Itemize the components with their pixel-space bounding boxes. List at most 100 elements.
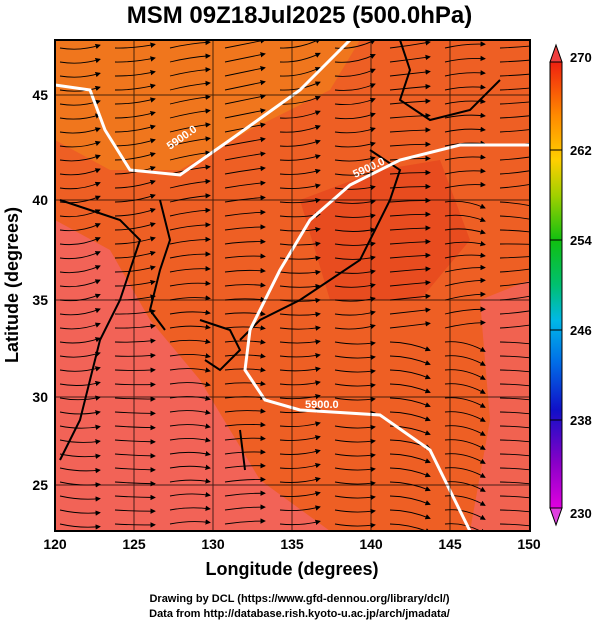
streamline <box>444 341 486 352</box>
coastline-sakhalin <box>398 40 501 122</box>
streamline <box>334 54 376 63</box>
streamline <box>169 381 211 387</box>
streamline <box>114 279 156 287</box>
streamline <box>444 453 486 464</box>
streamline <box>114 338 156 344</box>
streamline <box>334 156 376 162</box>
streamline <box>389 169 431 176</box>
streamline <box>389 83 431 91</box>
colorbar-upper-arrow <box>549 43 563 63</box>
streamline <box>169 437 211 443</box>
streamline <box>59 467 101 474</box>
streamline <box>389 495 431 506</box>
streamline <box>279 462 321 469</box>
streamline <box>499 101 530 105</box>
y-tick-label: 30 <box>32 389 48 405</box>
cooler-region <box>55 40 360 170</box>
streamline <box>389 127 431 133</box>
streamline <box>389 266 431 273</box>
streamline <box>334 97 376 106</box>
streamline <box>279 110 321 119</box>
streamline <box>114 207 156 217</box>
streamline <box>224 325 266 331</box>
streamline <box>169 53 211 63</box>
streamline <box>499 215 530 220</box>
streamline <box>169 324 211 330</box>
streamline <box>334 466 376 473</box>
streamline <box>169 193 211 203</box>
streamline <box>444 241 486 247</box>
streamline <box>114 110 156 119</box>
streamline <box>279 449 321 455</box>
x-axis-title: Longitude (degrees) <box>205 559 378 579</box>
streamline <box>499 397 530 401</box>
streamline <box>499 481 530 485</box>
streamline <box>59 195 101 204</box>
streamline <box>279 393 321 400</box>
x-tick-label: 140 <box>359 536 383 552</box>
x-tick-label: 130 <box>201 536 225 552</box>
streamline <box>169 519 211 525</box>
streamline <box>444 425 486 436</box>
streamline <box>279 311 321 318</box>
streamline <box>499 411 530 415</box>
streamline <box>334 340 376 347</box>
streamline <box>499 45 530 49</box>
footer-credit-data: Data from http://database.rish.kyoto-u.a… <box>149 608 450 620</box>
streamline <box>279 491 321 497</box>
streamline <box>389 54 431 63</box>
streamline <box>279 226 321 233</box>
streamline <box>389 252 431 259</box>
streamline <box>114 124 156 133</box>
streamline <box>444 70 486 77</box>
streamline <box>59 223 101 232</box>
streamline <box>444 98 486 105</box>
streamline <box>279 241 321 247</box>
streamline <box>59 439 101 445</box>
y-axis-title: Latitude (degrees) <box>2 207 22 363</box>
colorbar-tick-label: 230 <box>570 506 592 521</box>
streamline <box>114 453 156 459</box>
x-axis: 120 125 130 135 140 145 150 Longitude (d… <box>43 536 541 579</box>
streamlines <box>59 40 530 531</box>
streamline <box>169 353 211 359</box>
streamline <box>169 280 211 287</box>
streamline <box>224 65 266 77</box>
map-frame <box>54 39 531 532</box>
colorbar-tick-label: 254 <box>570 233 592 248</box>
colorbar: 230 238 246 254 262 270 <box>549 43 592 527</box>
streamline <box>334 438 376 445</box>
streamline <box>224 282 266 288</box>
streamline <box>224 209 266 217</box>
streamline <box>444 252 486 259</box>
streamline <box>389 40 431 49</box>
streamline <box>224 435 266 442</box>
streamline <box>224 180 266 189</box>
streamline <box>114 165 156 175</box>
streamline <box>114 494 156 501</box>
streamline <box>224 79 266 91</box>
streamline <box>499 129 530 133</box>
streamline <box>389 239 431 245</box>
streamline <box>224 253 266 259</box>
streamline <box>499 439 530 443</box>
streamline <box>444 467 486 478</box>
streamline <box>499 281 530 287</box>
streamline <box>334 40 376 49</box>
coastline-korea <box>148 199 172 331</box>
streamline <box>444 291 486 301</box>
streamline <box>389 509 431 520</box>
streamline <box>114 56 156 63</box>
streamline <box>224 311 266 317</box>
streamline <box>169 367 211 373</box>
streamline <box>224 224 266 231</box>
streamline <box>169 150 211 161</box>
streamline <box>499 341 530 345</box>
streamline <box>444 383 486 394</box>
streamline <box>444 319 486 329</box>
streamline <box>279 95 321 105</box>
streamline <box>169 309 211 316</box>
streamline <box>389 321 431 329</box>
streamline <box>224 408 266 414</box>
streamline <box>114 439 156 445</box>
